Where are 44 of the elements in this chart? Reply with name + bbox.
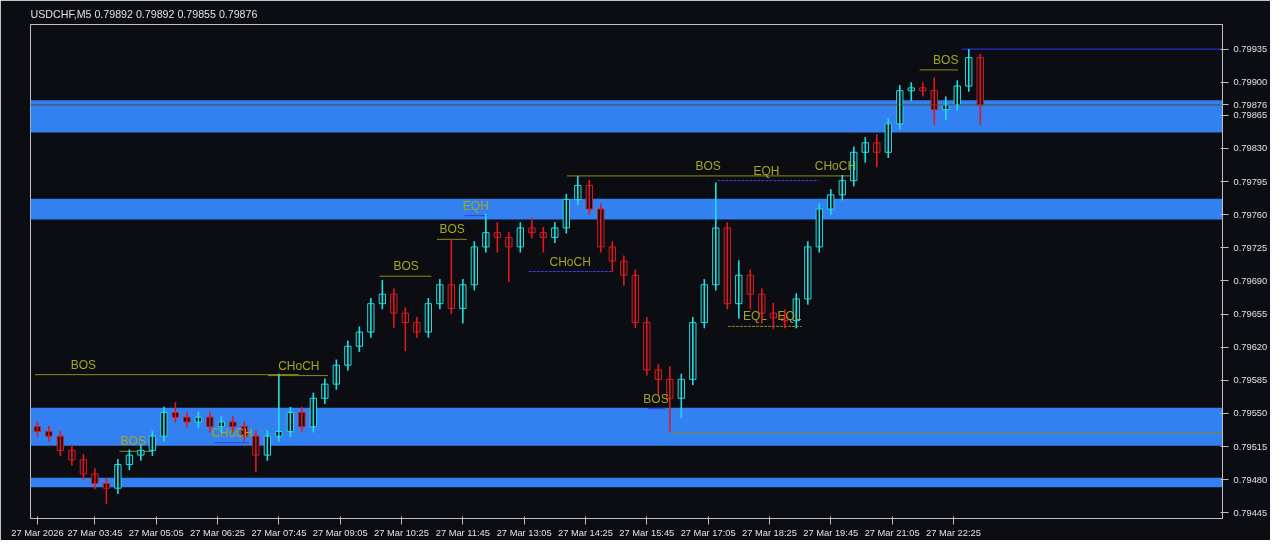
x-tick-label: 27 Mar 22:25 bbox=[925, 527, 981, 538]
y-tick-label: 0.79585 bbox=[1233, 375, 1268, 386]
annotation: BOS bbox=[70, 357, 97, 372]
x-tick-label: 27 Mar 09:05 bbox=[312, 527, 368, 538]
y-tick-label: 0.79620 bbox=[1233, 342, 1268, 353]
annotation: BOS bbox=[393, 259, 419, 274]
x-tick-label: 27 Mar 05:05 bbox=[128, 527, 184, 538]
y-tick-label: 0.79445 bbox=[1233, 507, 1268, 518]
annotation: CHoCH bbox=[549, 254, 591, 269]
y-tick-label: 0.79795 bbox=[1233, 176, 1268, 187]
annotation: BOS bbox=[120, 434, 146, 449]
y-tick-label: 0.79480 bbox=[1233, 474, 1268, 485]
x-tick-label: 27 Mar 21:05 bbox=[864, 527, 920, 538]
y-tick-label: 0.79900 bbox=[1233, 77, 1268, 88]
x-tick-label: 27 Mar 2026 bbox=[11, 527, 64, 538]
y-tick-label: 0.79760 bbox=[1233, 209, 1268, 220]
x-tick-label: 27 Mar 19:45 bbox=[803, 527, 859, 538]
x-tick-label: 27 Mar 17:05 bbox=[680, 527, 736, 538]
x-tick-label: 27 Mar 18:25 bbox=[741, 527, 797, 538]
annotation: BOS bbox=[695, 158, 721, 173]
y-tick-label: 0.79655 bbox=[1233, 309, 1268, 320]
x-tick-label: 27 Mar 15:45 bbox=[619, 527, 675, 538]
x-tick-label: 27 Mar 11:45 bbox=[435, 527, 490, 538]
annotation: CHoCH bbox=[278, 358, 320, 373]
x-tick-label: 27 Mar 06:25 bbox=[190, 527, 246, 538]
annotation: BOS bbox=[933, 52, 959, 67]
y-tick-label: 0.79515 bbox=[1233, 441, 1268, 452]
annotation: EQH bbox=[462, 198, 489, 213]
x-tick-label: 27 Mar 14:25 bbox=[558, 527, 613, 538]
x-tick-label: 27 Mar 13:05 bbox=[496, 527, 552, 538]
y-tick-label: 0.79935 bbox=[1233, 44, 1268, 55]
y-tick-label: 0.79830 bbox=[1233, 143, 1268, 154]
y-tick-label: 0.79690 bbox=[1233, 275, 1268, 286]
annotation: BOS bbox=[439, 222, 465, 237]
annotation: EQH bbox=[753, 163, 780, 178]
y-tick-label: 0.79865 bbox=[1233, 110, 1268, 121]
x-tick-label: 27 Mar 03:45 bbox=[67, 527, 123, 538]
annotation: BOS bbox=[643, 391, 669, 406]
x-tick-label: 27 Mar 07:45 bbox=[251, 527, 307, 538]
x-tick-label: 27 Mar 10:25 bbox=[374, 527, 429, 538]
ref-line-label: 0.79876 bbox=[1233, 99, 1268, 110]
chart-title: USDCHF,M5 0.79892 0.79892 0.79855 0.79876 bbox=[30, 7, 258, 20]
y-tick-label: 0.79725 bbox=[1233, 242, 1268, 253]
y-tick-label: 0.79550 bbox=[1233, 408, 1268, 419]
